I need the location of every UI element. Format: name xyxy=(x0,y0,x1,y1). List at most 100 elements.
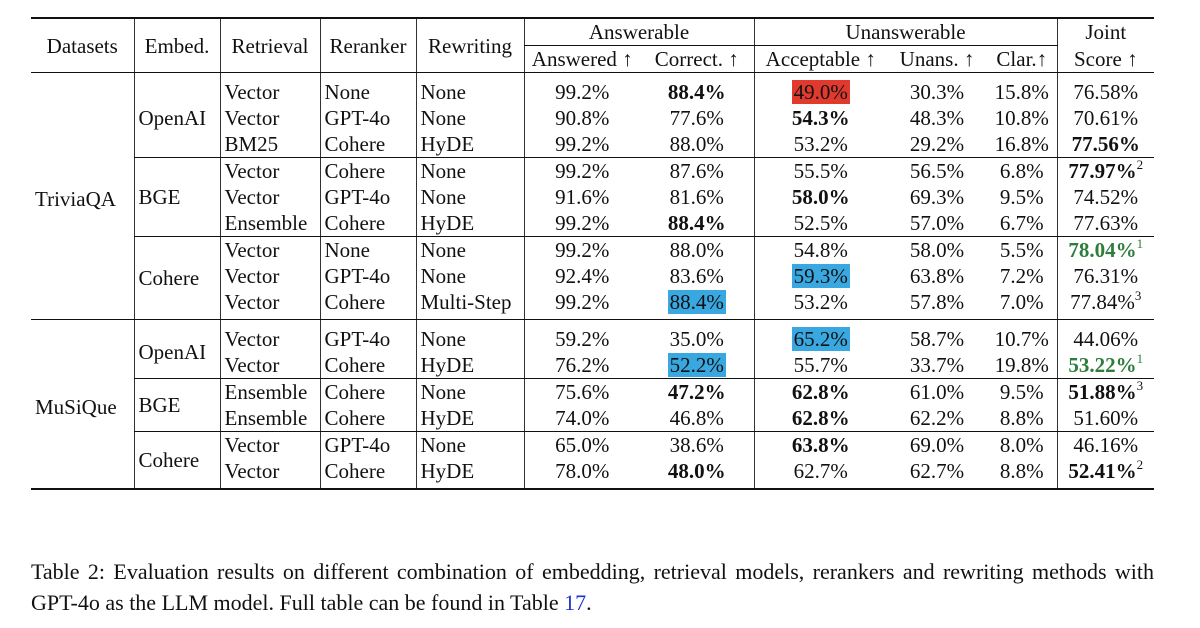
joint-cell: 53.22%1 xyxy=(1056,352,1155,379)
unans-cell: 57.0% xyxy=(887,210,988,237)
clar-cell: 6.8% xyxy=(987,158,1057,185)
correct-cell: 52.2% xyxy=(640,352,755,379)
reranker-cell: Cohere xyxy=(319,458,416,490)
acceptable-cell-value: 65.2% xyxy=(791,327,850,351)
acceptable-cell-value: 63.8% xyxy=(791,433,850,457)
acceptable-cell-value: 58.0% xyxy=(791,185,850,209)
correct-cell-value: 87.6% xyxy=(669,159,724,183)
answered-cell-value: 99.2% xyxy=(555,211,610,235)
header-answerable: Answerable xyxy=(523,18,755,46)
retrieval-cell: BM25 xyxy=(219,131,320,158)
correct-cell: 35.0% xyxy=(640,320,754,353)
unans-cell: 62.2% xyxy=(887,405,988,432)
correct-cell-value: 46.8% xyxy=(669,406,724,430)
table-row: BM25 Cohere HyDE 99.2% 88.0% 53.2% 29.2% 16.8% 7… xyxy=(31,131,1155,158)
acceptable-cell-value: 59.3% xyxy=(791,264,850,288)
table-body: TriviaQA OpenAI Vector None None 99.2% 88.4% 49… xyxy=(31,72,1155,490)
answered-cell-value: 99.2% xyxy=(555,132,610,156)
rewriting-cell: None xyxy=(415,157,524,184)
acceptable-cell: 55.7% xyxy=(753,352,888,379)
answered-cell-value: 65.0% xyxy=(555,433,610,457)
table-row: Cohere Vector None None 99.2% 88.0% 54.8% 58.0%… xyxy=(31,236,1155,320)
correct-cell: 88.0% xyxy=(640,237,754,264)
answered-cell: 99.2% xyxy=(523,131,640,158)
correct-cell-value: 38.6% xyxy=(669,433,724,457)
unans-cell: 30.3% xyxy=(887,73,987,106)
correct-cell: 48.0% xyxy=(640,458,755,490)
correct-cell-value: 88.0% xyxy=(669,238,724,262)
correct-cell-value: 48.0% xyxy=(667,459,726,483)
rewriting-cell: None xyxy=(415,378,524,405)
acceptable-cell: 49.0% xyxy=(753,72,888,105)
joint-rank-superscript: 1 xyxy=(1136,236,1144,251)
reranker-cell: Cohere xyxy=(319,210,416,237)
joint-cell-value: 77.97% xyxy=(1068,159,1137,183)
clar-cell: 16.8% xyxy=(987,131,1058,158)
joint-cell-value: 44.06% xyxy=(1073,327,1139,351)
joint-cell-value: 74.52% xyxy=(1073,185,1139,209)
correct-cell: 38.6% xyxy=(640,432,754,459)
caption-text: Table 2: Evaluation results on different… xyxy=(31,559,1154,615)
rewriting-cell: None xyxy=(415,319,524,352)
correct-cell: 83.6% xyxy=(640,263,754,289)
acceptable-cell-value: 55.5% xyxy=(793,159,848,183)
rewriting-cell: None xyxy=(415,105,524,131)
answered-cell: 91.6% xyxy=(523,184,640,210)
answered-cell: 76.2% xyxy=(523,352,640,379)
joint-cell-value: 76.31% xyxy=(1073,264,1139,288)
retrieval-cell: Ensemble xyxy=(219,405,320,432)
joint-rank-superscript: 3 xyxy=(1136,378,1144,393)
acceptable-cell: 62.7% xyxy=(753,458,888,490)
reranker-cell: GPT-4o xyxy=(319,431,416,458)
clar-cell: 10.8% xyxy=(987,105,1057,131)
joint-cell-value: 53.22% xyxy=(1068,353,1137,377)
table-row: BGE Vector Cohere None 99.2% 87.6% 55.5% 56.5% 6… xyxy=(31,157,1155,237)
header-embed: Embed. xyxy=(133,18,220,73)
header-joint: Joint xyxy=(1056,18,1155,46)
correct-cell-value: 83.6% xyxy=(669,264,724,288)
correct-cell-value: 88.4% xyxy=(667,80,726,104)
retrieval-cell: Vector xyxy=(219,105,320,131)
joint-rank-superscript: 2 xyxy=(1136,157,1144,172)
reranker-cell: None xyxy=(319,72,416,105)
retrieval-cell: Vector xyxy=(219,319,320,352)
unans-cell-value: 63.8% xyxy=(909,264,965,288)
unans-cell: 33.7% xyxy=(887,352,988,379)
unans-cell-value: 57.0% xyxy=(909,211,965,235)
clar-cell-value: 6.8% xyxy=(999,159,1044,183)
results-table-container: Datasets Embed. Retrieval Reranker Rewri… xyxy=(31,17,1155,490)
acceptable-cell-value: 52.5% xyxy=(793,211,848,235)
acceptable-cell-value: 55.7% xyxy=(793,353,848,377)
joint-cell-value: 52.41% xyxy=(1068,459,1137,483)
header-datasets: Datasets xyxy=(31,18,134,73)
clar-cell-value: 7.0% xyxy=(999,290,1044,314)
rewriting-cell: HyDE xyxy=(415,405,524,432)
correct-cell: 88.4% xyxy=(640,73,754,106)
clar-cell: 15.8% xyxy=(987,73,1057,106)
unans-cell: 62.7% xyxy=(887,458,988,490)
header-clar: Clar.↑ xyxy=(987,45,1058,73)
answered-cell: 99.2% xyxy=(523,289,640,320)
correct-cell-value: 35.0% xyxy=(669,327,724,351)
reranker-cell: GPT-4o xyxy=(319,184,416,210)
embed-cell: Cohere xyxy=(133,431,220,490)
answered-cell-value: 74.0% xyxy=(555,406,610,430)
retrieval-cell: Vector xyxy=(219,184,320,210)
joint-cell: 78.04%1 xyxy=(1056,236,1155,263)
answered-cell: 75.6% xyxy=(523,378,640,405)
unans-cell-value: 62.7% xyxy=(909,459,965,483)
correct-cell: 77.6% xyxy=(640,105,754,131)
answered-cell-value: 90.8% xyxy=(555,106,610,130)
retrieval-cell: Vector xyxy=(219,236,320,263)
reranker-cell: Cohere xyxy=(319,289,416,320)
clar-cell-value: 8.8% xyxy=(999,459,1044,483)
clar-cell-value: 9.5% xyxy=(999,380,1044,404)
header-answered: Answered ↑ xyxy=(523,45,640,73)
caption-table-ref-link[interactable]: 17 xyxy=(564,590,587,615)
acceptable-cell: 54.8% xyxy=(753,236,888,263)
clar-cell-value: 10.8% xyxy=(994,106,1049,130)
table-row: Vector GPT-4o None 91.6% 81.6% 58.0% 69.3% 9.5%… xyxy=(31,184,1155,210)
joint-cell-value: 77.84% xyxy=(1070,290,1135,314)
joint-cell-value: 76.58% xyxy=(1073,80,1139,104)
clar-cell-value: 19.8% xyxy=(994,353,1049,377)
